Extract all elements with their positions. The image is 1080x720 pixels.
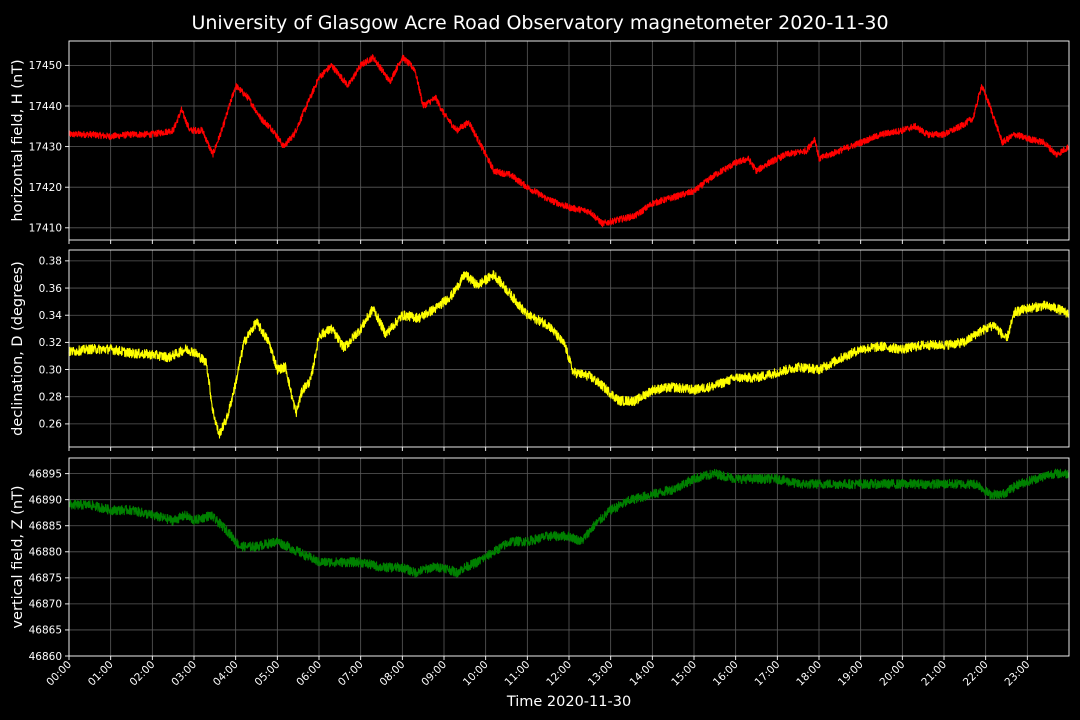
x-tick-label: 05:00: [253, 659, 283, 689]
series-vertical: [68, 468, 1070, 578]
y-tick-label: 46880: [29, 547, 62, 559]
y-tick-label: 46875: [29, 573, 62, 585]
axes-frame: [68, 40, 1070, 241]
x-tick-label: 07:00: [336, 659, 366, 689]
y-axis-label: vertical field, Z (nT): [10, 485, 26, 628]
x-tick-label: 18:00: [794, 659, 824, 689]
axes-frame: [68, 457, 1070, 657]
y-tick-label: 46885: [29, 521, 62, 533]
x-axis-label: Time 2020-11-30: [506, 694, 631, 710]
x-tick-label: 21:00: [919, 659, 949, 689]
x-tick-label: 02:00: [128, 659, 158, 689]
panel-declination: 0.26 0.28 0.30 0.32 0.34 0.36 0.38 declination,…: [10, 249, 1070, 451]
x-tick-label: 17:00: [753, 659, 783, 689]
series-declination: [68, 270, 1070, 439]
x-tick-label: 12:00: [544, 659, 574, 689]
y-tick-label: 17420: [29, 182, 62, 194]
y-tick-label: 46860: [29, 651, 62, 663]
series-horizontal: [68, 54, 1070, 228]
x-tick-label: 00:00: [44, 659, 74, 689]
y-tick-label: 0.34: [39, 310, 63, 322]
x-tick-label: 20:00: [878, 659, 908, 689]
y-tick-label: 0.30: [39, 364, 62, 376]
x-tick-label: 13:00: [586, 659, 616, 689]
axes-frame: [68, 249, 1070, 448]
y-tick-label: 17410: [29, 223, 62, 235]
y-tick-label: 46865: [29, 625, 62, 637]
y-tick-label: 0.26: [39, 419, 63, 431]
x-tick-label: 03:00: [169, 659, 199, 689]
x-tick-label: 23:00: [1003, 659, 1033, 689]
y-axis-label: horizontal field, H (nT): [10, 59, 26, 221]
x-tick-label: 14:00: [628, 659, 658, 689]
y-tick-label: 17450: [29, 60, 62, 72]
x-tick-label: 10:00: [461, 659, 491, 689]
y-tick-label: 46895: [29, 468, 62, 480]
x-tick-label: 09:00: [419, 659, 449, 689]
y-tick-label: 46890: [29, 494, 62, 506]
x-tick-label: 06:00: [294, 659, 324, 689]
x-tick-label: 01:00: [86, 659, 116, 689]
y-tick-label: 17440: [29, 101, 62, 113]
panel-vertical: 46860 46865 46870 46875 46880 46885 46890 46895…: [10, 457, 1070, 663]
x-tick-label: 15:00: [669, 659, 699, 689]
x-tick-label: 16:00: [711, 659, 741, 689]
y-tick-label: 0.36: [39, 283, 63, 295]
y-axis-label: declination, D (degrees): [10, 261, 26, 436]
x-tick-label: 08:00: [378, 659, 408, 689]
y-tick-label: 17430: [29, 141, 62, 153]
x-tick-label: 11:00: [503, 659, 533, 689]
y-tick-label: 0.32: [39, 337, 62, 349]
y-tick-label: 0.28: [39, 392, 62, 404]
y-tick-label: 0.38: [39, 256, 62, 268]
x-tick-label: 19:00: [836, 659, 866, 689]
chart-title: University of Glasgow Acre Road Observat…: [191, 12, 888, 34]
y-tick-label: 46870: [29, 599, 62, 611]
x-tick-label: 04:00: [211, 659, 241, 689]
x-tick-label: 22:00: [961, 659, 991, 689]
